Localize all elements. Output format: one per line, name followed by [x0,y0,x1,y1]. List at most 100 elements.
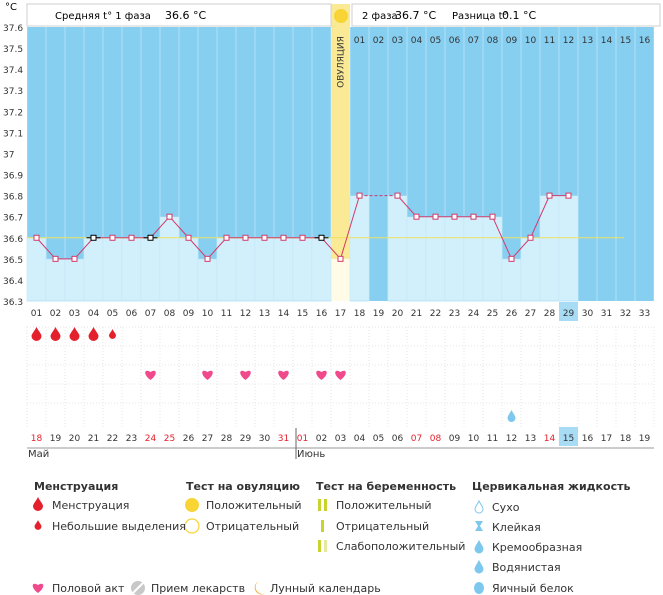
y-tick-label: 36.5 [3,256,23,266]
y-tick-label: 36.9 [3,172,23,182]
y-tick-label: 36.7 [3,214,23,224]
y-tick-label: 37.2 [3,108,23,118]
date-label: 21 [88,434,99,444]
temp-bar [159,216,180,302]
y-tick-label: 37.3 [3,87,23,97]
date-label: 03 [335,434,346,444]
cycle-day-label: 03 [69,309,80,319]
legend-cervical-watery: Водянистая [492,561,561,574]
temp-point [128,234,135,241]
temp-point [280,234,287,241]
date-label: 24 [145,434,157,444]
temp-point [299,234,306,241]
cycle-day-label: 28 [544,309,556,319]
date-label: 05 [373,434,384,444]
temp-point [204,255,211,262]
current-day-highlight [559,302,578,321]
post-ovulation-day-label: 01 [354,36,365,46]
temp-point [470,213,477,220]
temp-point [71,255,78,262]
current-date-highlight [559,427,578,446]
date-label: 30 [259,434,271,444]
date-label: 02 [316,434,327,444]
date-label: 16 [582,434,594,444]
intercourse-heart-icon [278,370,289,380]
legend-intercourse[interactable]: Половой акт [52,582,125,595]
y-tick-label: 36.6 [3,235,23,245]
temp-bar [387,195,408,302]
chart-header: Средняя t° 1 фаза 36.6 °C 2 фаза 36.7 °C… [5,2,661,27]
legend-lunar[interactable]: Лунный календарь [270,582,381,595]
post-ovulation-band [350,27,654,50]
temp-bar [121,237,142,302]
cycle-day-label: 06 [126,309,138,319]
legend-cervical-watery-icon [474,559,484,574]
post-ovulation-day-label: 06 [449,36,461,46]
temp-point [432,213,439,220]
post-ovulation-day-label: 14 [601,36,613,46]
legend-ovulation-negative: Отрицательный [206,520,300,533]
legend-pregnancy-negative-icon [321,520,324,532]
date-label: 19 [639,434,651,444]
legend-cervical-creamy-icon [474,539,484,554]
date-label: 10 [468,434,480,444]
legend-pregnancy-weak-icon-b [324,540,327,552]
date-label: 12 [506,434,517,444]
cervical-watery-icon [507,410,516,422]
date-label: 22 [107,434,118,444]
legend-ovulation-negative-icon [184,518,200,534]
temp-bar [83,237,104,302]
diff-value: 0.1 °C [502,9,536,22]
date-label: 25 [164,434,175,444]
date-label: 20 [69,434,81,444]
cycle-day-label: 12 [240,309,251,319]
temp-point [147,234,154,241]
cycle-day-label: 27 [525,309,536,319]
legend-light-bleeding-drop-icon [34,520,42,530]
legend-cervical-title: Цервикальная жидкость [472,480,631,493]
temp-line-segment [530,195,550,238]
legend-cervical-dry: Сухо [492,501,520,514]
legend-cervical-sticky: Клейкая [492,521,541,534]
temp-point [489,213,496,220]
unit-label: °C [5,2,17,13]
intercourse-heart-icon [316,370,327,380]
ovulation-sun-icon [334,9,348,23]
temp-point [565,192,572,199]
cycle-day-label: 32 [620,309,631,319]
intercourse-heart-icon [335,370,346,380]
cycle-day-label: 08 [164,309,176,319]
temp-point [451,213,458,220]
date-label: 04 [354,434,366,444]
cycle-day-label: 31 [601,309,612,319]
temp-bar [254,237,275,302]
legend-light-bleeding-item: Небольшие выделения [52,520,186,533]
temp-line-segment [511,237,531,260]
legend-cervical-dry-icon [474,499,484,514]
cycle-day-label: 14 [278,309,290,319]
chart-axes: 37.6 37.5 37.4 37.3 37.2 37.1 37 36.9 36.8 36.7 36… [3,24,654,460]
legend-intercourse-heart-icon [32,583,44,593]
legend-cervical-creamy: Кремообразная [492,541,583,554]
post-ovulation-day-label: 13 [582,36,593,46]
cycle-day-label: 13 [259,309,270,319]
y-tick-label: 37.5 [3,45,23,55]
cycle-day-label: 04 [88,309,100,319]
temp-point [223,234,230,241]
legend-medication[interactable]: Прием лекарств [151,582,246,595]
cycle-day-label: 18 [354,309,366,319]
temp-bar [140,237,161,302]
temp-line-segment [397,195,417,218]
cycle-day-label: 21 [411,309,422,319]
phase2-value: 36.7 °C [395,9,436,22]
post-ovulation-day-label: 15 [620,36,631,46]
cycle-day-label: 25 [487,309,498,319]
date-label: 07 [411,434,422,444]
temp-bar [64,258,85,302]
legend-cervical-eggwhite: Яичный белок [492,582,574,595]
temp-point [337,255,344,262]
temp-bar [216,237,237,302]
temp-line-segment [74,237,94,260]
post-ovulation-day-label: 12 [563,36,574,46]
post-ovulation-day-label: 03 [392,36,403,46]
